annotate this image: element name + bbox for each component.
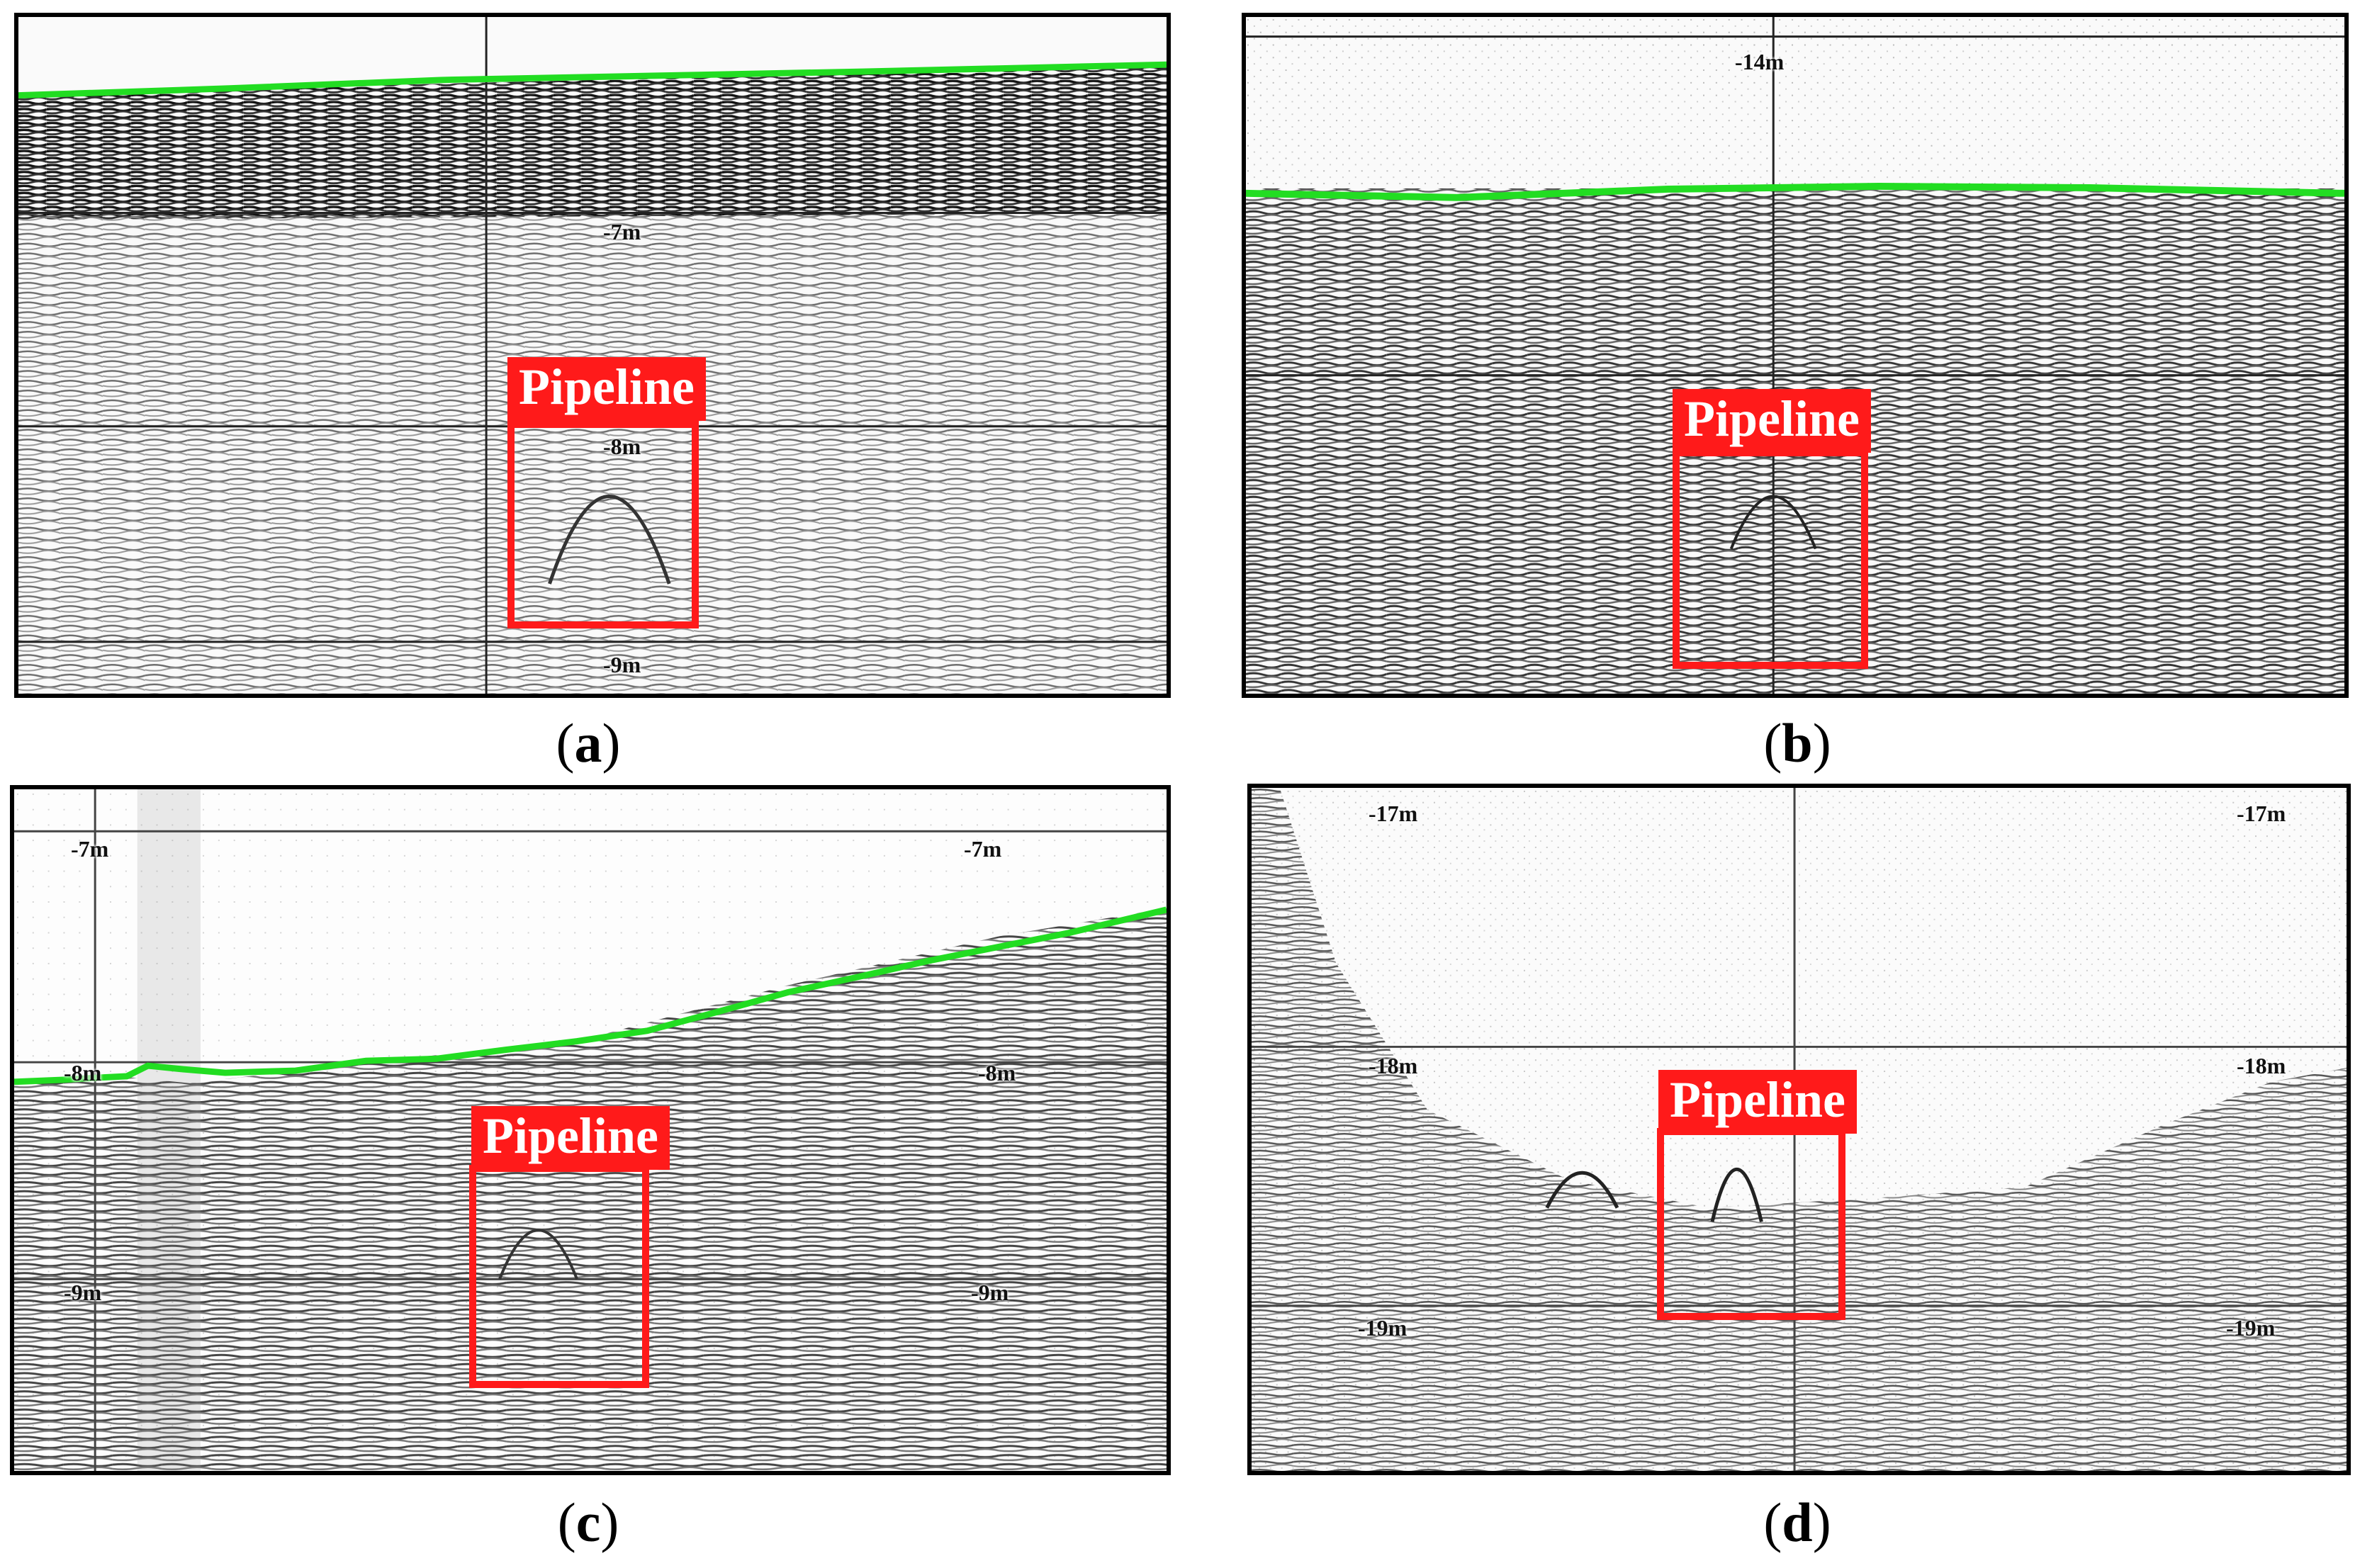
caption-open: ( (1763, 1491, 1782, 1553)
depth-label: -9m (971, 1280, 1009, 1305)
pipeline-highlight-box (1657, 1128, 1845, 1320)
sonar-profile-a (18, 17, 1167, 694)
panel-c: -7m -7m -8m -8m -9m -9m Pipeline (10, 785, 1171, 1475)
caption-close: ) (1812, 712, 1831, 774)
depth-label: -18m (1369, 1053, 1418, 1078)
depth-label: -18m (2237, 1053, 2286, 1078)
caption-letter: a (574, 712, 602, 774)
pipeline-label: Pipeline (1658, 1070, 1857, 1134)
pipeline-highlight-box (507, 421, 699, 628)
pipeline-highlight-box (1673, 449, 1868, 669)
caption-open: ( (556, 712, 575, 774)
caption-letter: c (575, 1491, 601, 1553)
pipeline-highlight-box (469, 1165, 649, 1388)
caption-close: ) (600, 1491, 619, 1553)
caption-c: (c) (482, 1495, 695, 1550)
panel-d: -17m -17m -18m -18m -19m -19m Pipeline (1247, 784, 2351, 1475)
depth-label: -14m (1735, 49, 1785, 74)
caption-letter: d (1782, 1491, 1813, 1553)
caption-open: ( (557, 1491, 576, 1553)
pipeline-label: Pipeline (471, 1106, 670, 1170)
caption-a: (a) (482, 716, 695, 771)
depth-label: -17m (1369, 801, 1418, 826)
caption-close: ) (602, 712, 621, 774)
depth-label: -8m (603, 434, 641, 459)
caption-close: ) (1812, 1491, 1831, 1553)
caption-d: (d) (1691, 1495, 1904, 1550)
pipeline-label: Pipeline (507, 357, 706, 421)
caption-open: ( (1763, 712, 1782, 774)
depth-label: -8m (978, 1060, 1016, 1085)
panel-a: -7m -8m -9m Pipeline (14, 13, 1171, 698)
depth-label: -7m (603, 219, 641, 244)
depth-label: -19m (2226, 1315, 2276, 1341)
sonar-profile-d (1252, 788, 2347, 1471)
depth-label: -19m (1358, 1315, 1407, 1341)
depth-label: -7m (71, 836, 109, 862)
depth-label: -7m (964, 836, 1002, 862)
panel-b: -14m Pipeline (1242, 13, 2349, 698)
depth-label: -9m (603, 652, 641, 677)
pipeline-label: Pipeline (1673, 389, 1871, 453)
caption-b: (b) (1691, 716, 1904, 771)
depth-label: -9m (64, 1280, 102, 1305)
depth-label: -8m (64, 1060, 102, 1085)
depth-label: -17m (2237, 801, 2286, 826)
caption-letter: b (1782, 712, 1813, 774)
